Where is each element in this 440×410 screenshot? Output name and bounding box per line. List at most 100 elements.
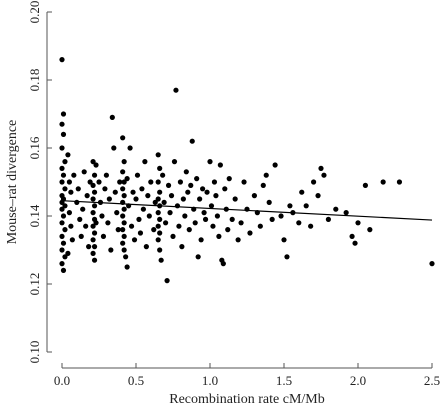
y-tick-label: 0.18 bbox=[27, 69, 42, 92]
data-point bbox=[59, 233, 65, 239]
data-point bbox=[59, 57, 65, 63]
data-point bbox=[263, 172, 269, 178]
data-point bbox=[133, 196, 139, 202]
y-ticks: 0.10 0.12 0.14 0.16 0.18 0.20 bbox=[27, 1, 52, 363]
data-point bbox=[174, 203, 181, 209]
data-point bbox=[157, 247, 163, 253]
data-point bbox=[128, 223, 135, 229]
data-point bbox=[148, 179, 154, 185]
data-point bbox=[155, 223, 161, 229]
data-points bbox=[59, 57, 435, 284]
data-point bbox=[160, 172, 166, 178]
data-point bbox=[75, 186, 81, 192]
data-point bbox=[96, 179, 102, 185]
data-point bbox=[257, 223, 263, 229]
data-point bbox=[120, 227, 126, 233]
data-point bbox=[103, 172, 109, 178]
data-point bbox=[211, 179, 218, 185]
data-point bbox=[90, 159, 96, 165]
data-point bbox=[222, 186, 228, 192]
data-point bbox=[355, 220, 361, 226]
data-point bbox=[241, 179, 247, 185]
data-point bbox=[155, 179, 161, 185]
data-point bbox=[66, 179, 72, 185]
data-point bbox=[213, 193, 219, 199]
data-point bbox=[192, 220, 198, 226]
data-point bbox=[232, 196, 238, 202]
data-point bbox=[115, 227, 121, 233]
data-point bbox=[59, 206, 65, 212]
data-point bbox=[136, 216, 142, 222]
data-point bbox=[121, 159, 127, 165]
data-point bbox=[121, 220, 127, 226]
data-point bbox=[217, 162, 223, 168]
data-point bbox=[93, 162, 99, 168]
data-point bbox=[121, 193, 127, 199]
data-point bbox=[165, 182, 172, 188]
data-point bbox=[68, 189, 74, 195]
data-point bbox=[315, 193, 321, 199]
data-point bbox=[177, 179, 183, 185]
x-tick-label: 2.0 bbox=[350, 373, 366, 388]
data-point bbox=[164, 278, 170, 284]
data-point bbox=[93, 220, 99, 226]
data-point bbox=[299, 189, 305, 195]
data-point bbox=[229, 216, 235, 222]
data-point bbox=[124, 264, 130, 270]
data-point bbox=[83, 223, 89, 229]
data-point bbox=[225, 227, 231, 233]
data-point bbox=[216, 233, 222, 239]
data-point bbox=[161, 199, 167, 205]
data-point bbox=[59, 165, 65, 171]
data-point bbox=[296, 220, 302, 226]
data-point bbox=[325, 216, 331, 222]
data-point bbox=[90, 196, 96, 202]
data-point bbox=[90, 223, 96, 229]
data-point bbox=[185, 189, 191, 195]
data-point bbox=[198, 237, 204, 243]
data-point bbox=[155, 196, 161, 202]
data-point bbox=[321, 172, 327, 178]
data-point bbox=[91, 244, 98, 250]
data-point bbox=[109, 114, 115, 120]
data-point bbox=[66, 210, 72, 216]
data-point bbox=[91, 189, 98, 195]
data-point bbox=[77, 216, 83, 222]
data-point bbox=[59, 145, 65, 151]
data-point bbox=[155, 237, 161, 243]
data-point bbox=[59, 121, 65, 127]
data-point bbox=[155, 210, 161, 216]
axes bbox=[46, 12, 432, 369]
data-point bbox=[287, 203, 293, 209]
data-point bbox=[318, 165, 324, 171]
data-point bbox=[90, 250, 96, 256]
data-point bbox=[146, 213, 152, 219]
data-point bbox=[121, 179, 127, 185]
data-point bbox=[173, 87, 179, 93]
data-point bbox=[117, 179, 123, 185]
data-point bbox=[362, 182, 368, 188]
data-point bbox=[251, 193, 257, 199]
data-point bbox=[108, 247, 114, 253]
data-point bbox=[380, 179, 386, 185]
data-point bbox=[168, 193, 175, 199]
data-point bbox=[183, 169, 189, 175]
x-tick-label: 1.5 bbox=[276, 373, 292, 388]
data-point bbox=[260, 182, 266, 188]
data-point bbox=[99, 213, 105, 219]
data-point bbox=[78, 233, 84, 239]
data-point bbox=[157, 216, 163, 222]
trend-line bbox=[61, 200, 433, 221]
data-point bbox=[134, 172, 141, 178]
data-point bbox=[130, 189, 136, 195]
data-point bbox=[195, 254, 201, 260]
data-point bbox=[120, 169, 126, 175]
data-point bbox=[62, 159, 68, 165]
data-point bbox=[143, 244, 149, 250]
data-point bbox=[194, 176, 200, 182]
data-point bbox=[182, 213, 188, 219]
data-point bbox=[272, 162, 278, 168]
data-point bbox=[278, 213, 284, 219]
data-point bbox=[91, 230, 98, 236]
data-point bbox=[226, 176, 232, 182]
